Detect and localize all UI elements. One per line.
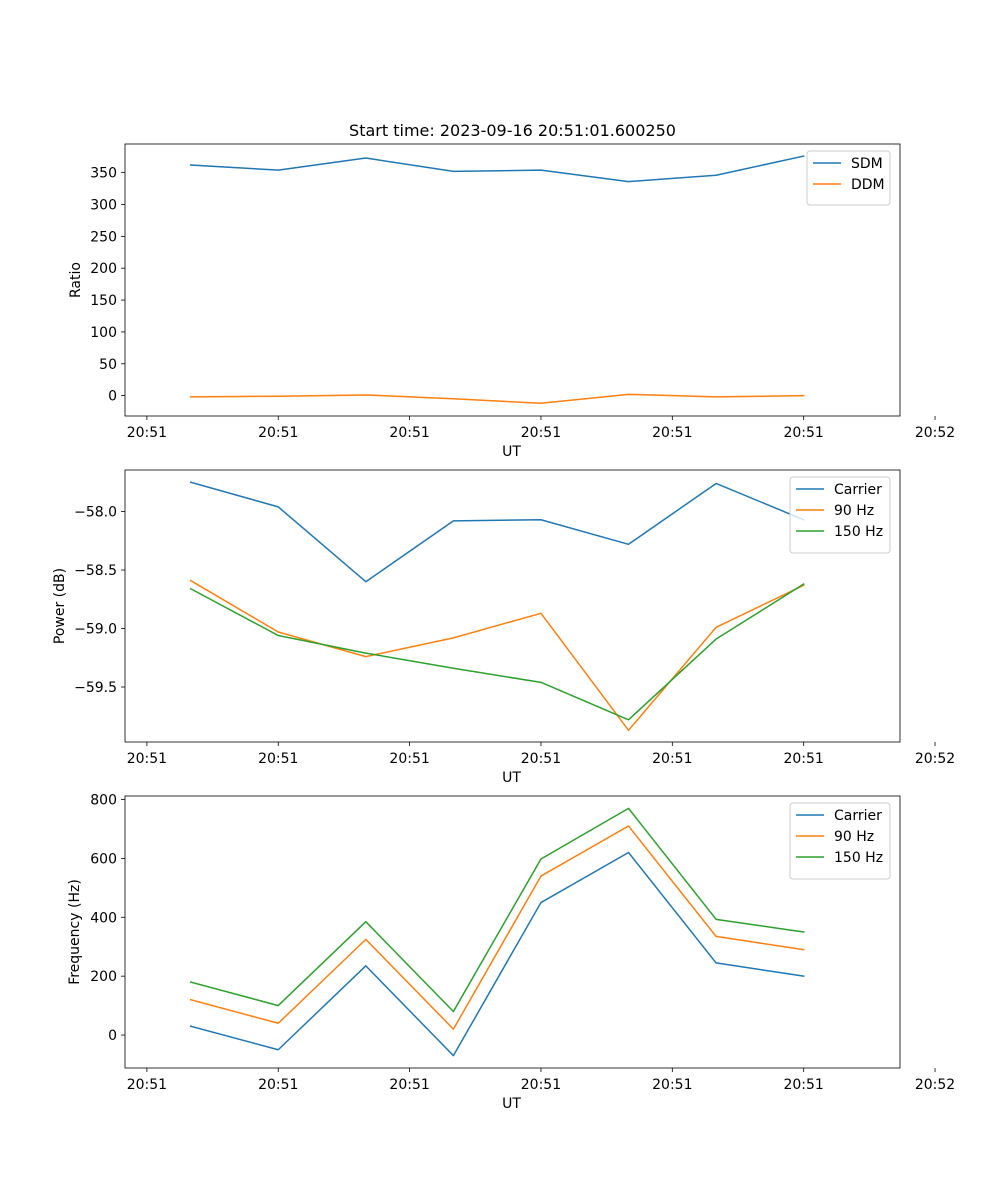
chart-panel-1: 20:51 20:51 20:51 20:51 20:51 20:51 20:52 0 50 10… <box>68 121 955 460</box>
x-tick-label: 20:51 <box>783 751 823 767</box>
x-axis-label: UT <box>502 444 521 460</box>
legend-box <box>789 476 891 554</box>
legend-label-150-hz: 150 Hz <box>834 524 883 540</box>
x-tick-label: 20:51 <box>652 425 692 441</box>
x-tick-label: 20:51 <box>389 425 429 441</box>
y-tick-label: 600 <box>90 851 117 867</box>
legend-label-90-hz: 90 Hz <box>834 503 874 519</box>
legend-box <box>789 802 891 880</box>
legend-label-sdm: SDM <box>851 156 883 172</box>
series-line-90-hz <box>189 825 805 1030</box>
y-tick-label: −59.5 <box>74 680 117 696</box>
y-tick-label: 300 <box>90 198 117 214</box>
y-tick-label: 0 <box>108 1028 117 1044</box>
axes-frame <box>124 143 901 417</box>
y-axis-label: Frequency (Hz) <box>67 879 83 985</box>
legend-label-90-hz: 90 Hz <box>834 829 874 845</box>
x-tick-label: 20:51 <box>521 1077 561 1093</box>
legend: Carrier 90 Hz 150 Hz <box>789 476 891 554</box>
series-line-ddm <box>189 393 805 405</box>
y-tick-label: −58.5 <box>74 563 117 579</box>
legend-label-carrier: Carrier <box>834 808 882 824</box>
chart-panel-3: 20:51 20:51 20:51 20:51 20:51 20:51 20:52 0 200 4… <box>67 793 955 1112</box>
x-tick-label: 20:51 <box>127 751 167 767</box>
y-tick-label: 150 <box>90 293 117 309</box>
x-tick-label: 20:51 <box>127 425 167 441</box>
y-tick-label: 0 <box>108 389 117 405</box>
x-axis-label: UT <box>502 1096 521 1112</box>
x-tick-label: 20:51 <box>258 751 298 767</box>
axes-frame <box>124 795 901 1069</box>
y-axis-label: Power (dB) <box>52 568 68 644</box>
x-tick-label: 20:51 <box>521 751 561 767</box>
x-tick-label: 20:51 <box>521 425 561 441</box>
x-tick-label: 20:51 <box>127 1077 167 1093</box>
x-tick-label: 20:51 <box>783 1077 823 1093</box>
y-tick-label: 100 <box>90 325 117 341</box>
legend-label-150-hz: 150 Hz <box>834 850 883 866</box>
y-tick-label: −59.0 <box>74 622 117 638</box>
y-tick-label: 400 <box>90 910 117 926</box>
series-line-carrier <box>189 481 805 583</box>
x-tick-label: 20:52 <box>915 1077 955 1093</box>
y-tick-label: 50 <box>99 357 117 373</box>
y-tick-label: 200 <box>90 969 117 985</box>
legend-label-ddm: DDM <box>851 177 885 193</box>
x-tick-label: 20:51 <box>652 751 692 767</box>
legend-box <box>806 150 891 206</box>
x-tick-label: 20:51 <box>389 751 429 767</box>
x-axis-label: UT <box>502 770 521 786</box>
legend-label-carrier: Carrier <box>834 482 882 498</box>
series-line-sdm <box>189 155 805 183</box>
x-tick-label: 20:51 <box>783 425 823 441</box>
axes-frame <box>124 469 901 743</box>
chart-panel-2: 20:51 20:51 20:51 20:51 20:51 20:51 20:52 −59.5… <box>52 469 955 786</box>
y-tick-label: 350 <box>90 166 117 182</box>
y-tick-label: −58.0 <box>74 505 117 521</box>
y-tick-label: 250 <box>90 229 117 245</box>
legend: Carrier 90 Hz 150 Hz <box>789 802 891 880</box>
chart-title: Start time: 2023-09-16 20:51:01.600250 <box>349 121 676 140</box>
x-tick-label: 20:51 <box>258 1077 298 1093</box>
y-tick-label: 800 <box>90 793 117 809</box>
legend: SDM DDM <box>806 150 891 206</box>
x-tick-label: 20:51 <box>652 1077 692 1093</box>
x-tick-label: 20:52 <box>915 751 955 767</box>
series-line-90-hz <box>189 579 805 732</box>
y-axis-label: Ratio <box>68 262 84 298</box>
x-tick-label: 20:52 <box>915 425 955 441</box>
x-tick-label: 20:51 <box>389 1077 429 1093</box>
series-line-150-hz <box>189 583 805 721</box>
y-tick-label: 200 <box>90 261 117 277</box>
series-line-150-hz <box>189 807 805 1013</box>
x-tick-label: 20:51 <box>258 425 298 441</box>
series-line-carrier <box>189 851 805 1057</box>
